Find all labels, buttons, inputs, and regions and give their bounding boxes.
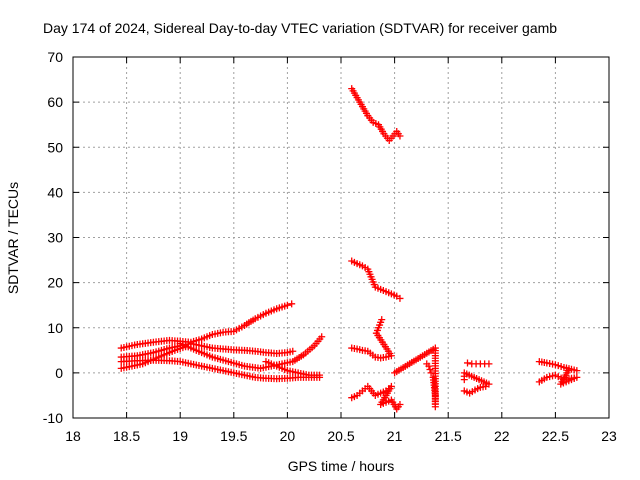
y-tick-label: -10 xyxy=(43,410,63,426)
data-point xyxy=(396,294,404,302)
data-point xyxy=(396,132,404,140)
x-axis-title: GPS time / hours xyxy=(288,458,395,474)
y-tick-label: 30 xyxy=(47,230,63,246)
x-tick-label: 22.5 xyxy=(542,428,569,444)
y-tick-label: 40 xyxy=(47,184,63,200)
data-point xyxy=(564,367,572,375)
x-tick-label: 23 xyxy=(601,428,617,444)
data-point xyxy=(396,400,404,408)
data-point xyxy=(427,369,435,377)
y-tick-label: 60 xyxy=(47,94,63,110)
series-arc-24 xyxy=(348,257,404,302)
data-point xyxy=(288,300,296,308)
series-arc-negative xyxy=(348,382,404,413)
series-track-mid-dip xyxy=(262,358,324,379)
x-tick-label: 21 xyxy=(387,428,403,444)
x-tick-label: 19 xyxy=(172,428,188,444)
data-point xyxy=(289,347,297,355)
data-point xyxy=(316,371,324,379)
series-track-low-start xyxy=(117,343,190,372)
x-tick-label: 18 xyxy=(65,428,81,444)
chart-title: Day 174 of 2024, Sidereal Day-to-day VTE… xyxy=(43,20,557,36)
y-tick-label: 20 xyxy=(47,275,63,291)
series-arc-high-60 xyxy=(348,85,404,144)
y-tick-label: 70 xyxy=(47,49,63,65)
y-tick-label: 0 xyxy=(55,365,63,381)
data-point xyxy=(425,362,433,370)
data-point xyxy=(391,369,399,377)
x-tick-label: 20.5 xyxy=(327,428,354,444)
data-point xyxy=(460,376,468,384)
data-point xyxy=(573,367,581,375)
data-point xyxy=(378,316,386,324)
series-pass-21-8-bottom xyxy=(460,369,493,397)
y-axis-title: SDTVAR / TECUs xyxy=(5,182,21,294)
y-tick-label: 50 xyxy=(47,139,63,155)
series-pass-22-5-top xyxy=(535,358,581,375)
x-tick-label: 22 xyxy=(494,428,510,444)
x-tick-label: 20 xyxy=(280,428,296,444)
x-tick-label: 19.5 xyxy=(220,428,247,444)
data-point xyxy=(463,359,471,367)
axis-ticks: 18 18.5 19 19.5 20 20.5 21 21.5 22 22.5 23 -10 0 10 20… xyxy=(43,49,617,444)
series-pass-21-3 xyxy=(391,344,439,411)
grid xyxy=(72,56,610,419)
series-track-rising-to-15 xyxy=(117,300,296,352)
series-pass-22-5-bottom xyxy=(535,367,581,388)
y-tick-label: 10 xyxy=(47,320,63,336)
data-point xyxy=(283,301,291,309)
series-track-near-5 xyxy=(117,340,297,361)
series-arc-5-to-3 xyxy=(348,316,395,362)
data-point xyxy=(485,360,493,368)
data-point-fill xyxy=(426,365,434,373)
x-tick-label: 18.5 xyxy=(113,428,140,444)
data-points xyxy=(117,85,581,413)
series-pass-21-8-top xyxy=(463,359,493,368)
x-tick-label: 21.5 xyxy=(435,428,462,444)
data-point xyxy=(318,333,326,341)
